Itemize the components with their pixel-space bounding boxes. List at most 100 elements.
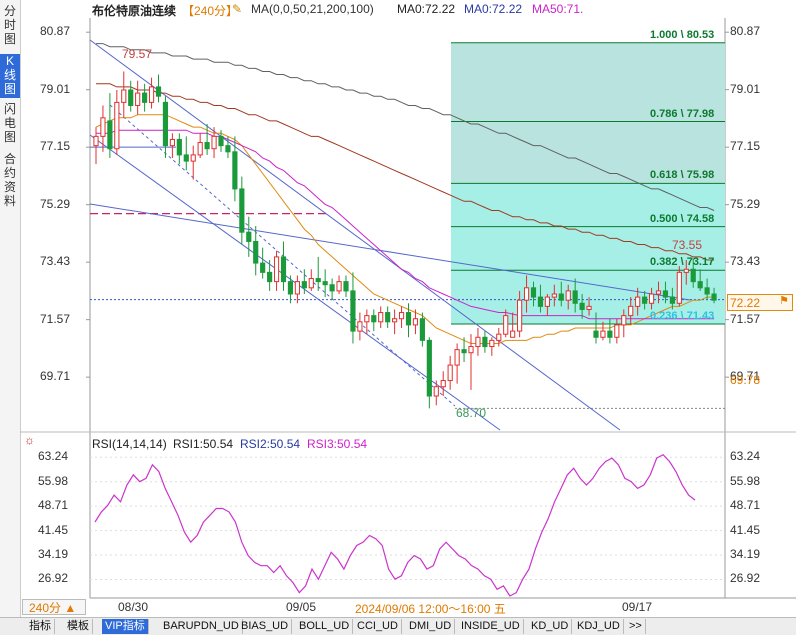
candle-body: [635, 296, 641, 307]
tab-barupdn[interactable]: BARUPDN_UD: [160, 619, 243, 634]
tab-templates[interactable]: 模板: [64, 619, 93, 634]
price-tick-right: 69.71: [730, 369, 761, 384]
candle-body: [440, 380, 446, 388]
price-tick-right: 71.57: [730, 311, 761, 326]
candle-body: [593, 330, 599, 338]
candle-body: [343, 281, 349, 292]
candle-body: [496, 333, 502, 341]
rsi1-value: RSI1:50.54: [173, 437, 234, 451]
tab-kdj[interactable]: KDJ_UD: [574, 619, 624, 634]
period-selector[interactable]: 240分 ▲: [22, 599, 86, 615]
rsi3-value: RSI3:50.54: [307, 437, 368, 451]
price-tick-right: 75.29: [730, 196, 761, 211]
tab-kd[interactable]: KD_UD: [528, 619, 573, 634]
candle-body: [100, 117, 106, 137]
candle-body: [544, 296, 550, 307]
tab-time-sharing[interactable]: 分时图: [3, 4, 16, 46]
tab-inside[interactable]: INSIDE_UD: [458, 619, 524, 634]
x-label-0905: 09/05: [286, 600, 317, 614]
instrument-name: 布伦特原油连续: [92, 4, 177, 18]
candle-body: [676, 271, 682, 304]
tab-dmi[interactable]: DMI_UD: [406, 619, 456, 634]
candle-body: [169, 138, 175, 147]
candle-body: [398, 312, 405, 320]
low-price-label: 68.70: [456, 406, 487, 420]
price-tick-left: 69.71: [40, 369, 71, 384]
flag-icon: ⚑: [779, 295, 789, 307]
candle-body: [364, 315, 370, 323]
ma-formula[interactable]: MA(0,0,50,21,200,100): [251, 2, 374, 16]
period-label[interactable]: 【240分】: [182, 4, 239, 18]
ma-line-ma50: [96, 129, 715, 320]
candle-body: [447, 364, 453, 382]
rsi-tick-label: 63.24: [38, 449, 69, 464]
trend-channel-upper: [89, 39, 621, 431]
candle-body: [405, 312, 412, 326]
candle-body: [190, 154, 196, 162]
candle-body: [683, 268, 689, 273]
candle-body: [690, 268, 696, 283]
candle-body: [503, 315, 509, 335]
candle-body: [600, 330, 606, 338]
candle-body: [468, 346, 474, 354]
ma-line-ma200: [96, 43, 715, 211]
candle-body: [176, 138, 182, 156]
settings-icon[interactable]: ✎: [232, 2, 243, 16]
ma0-value: MA0:72.22: [464, 2, 523, 16]
candle-body: [114, 101, 120, 150]
candle-body: [301, 281, 307, 289]
price-tick-right: 80.87: [730, 24, 761, 39]
rsi-tick-label: 63.24: [730, 449, 761, 464]
candle-body: [357, 321, 363, 332]
candle-body: [392, 318, 398, 323]
tab-boll[interactable]: BOLL_UD: [296, 619, 354, 634]
crosshair-time-label: 2024/09/06 12:00～16:00 五: [355, 602, 506, 616]
candle-body: [579, 302, 585, 310]
candle-body: [648, 293, 655, 304]
more-tabs-button[interactable]: >>: [626, 619, 646, 634]
tab-contract-info[interactable]: 合约资料: [3, 152, 16, 208]
tab-cci[interactable]: CCI_UD: [354, 619, 402, 634]
candle-body: [253, 240, 259, 264]
candle-body: [135, 92, 141, 106]
candle-body: [642, 296, 648, 304]
price-tick-left: 77.15: [40, 139, 71, 154]
candle-body: [128, 89, 134, 106]
candle-body: [322, 281, 328, 286]
candle-body: [489, 339, 495, 348]
candle-body: [475, 336, 481, 348]
x-label-0830: 08/30: [118, 600, 149, 614]
rsi-tick-label: 26.92: [730, 571, 761, 586]
rsi-tick-label: 34.19: [38, 546, 69, 561]
price-tick-left: 75.29: [40, 196, 71, 211]
rsi-indicator-icon[interactable]: ☼: [24, 433, 35, 447]
candle-body: [607, 330, 613, 338]
candle-body: [308, 278, 314, 289]
tab-flash-chart[interactable]: 闪电图: [3, 102, 16, 144]
candle-body: [565, 290, 571, 301]
candle-body: [711, 293, 717, 301]
price-tick-left: 79.01: [40, 81, 71, 96]
trend-dashed-line: [109, 104, 456, 407]
candle-body: [121, 89, 127, 103]
current-price-value: 72.22: [730, 296, 761, 310]
indicator-tab-bar: 指标 模板 VIP指标 BARUPDN_UD BIAS_UD BOLL_UD C…: [0, 617, 796, 635]
candle-body: [551, 293, 557, 298]
tab-vip-indicators[interactable]: VIP指标: [102, 619, 149, 634]
candle-body: [378, 312, 384, 323]
candle-body: [232, 151, 238, 190]
candle-body: [662, 290, 669, 298]
candle-body: [537, 296, 544, 307]
candle-body: [162, 101, 169, 147]
candle-body: [246, 231, 252, 242]
candle-body: [697, 281, 703, 289]
tab-bias[interactable]: BIAS_UD: [238, 619, 293, 634]
candle-body: [204, 142, 210, 150]
tab-kline[interactable]: K线图: [0, 54, 20, 98]
candle-body: [621, 315, 627, 326]
tab-indicators[interactable]: 指标: [26, 619, 55, 634]
rsi-tick-label: 41.45: [730, 522, 761, 537]
candle-body: [183, 154, 189, 162]
candle-body: [385, 312, 391, 323]
